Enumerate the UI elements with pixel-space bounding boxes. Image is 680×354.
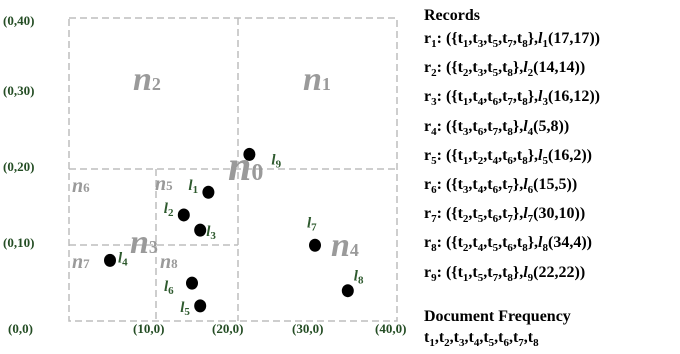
point-l6 — [186, 276, 198, 290]
axis-label-y30: (0,30) — [3, 83, 34, 98]
axis-label-x10: (10,0) — [133, 321, 164, 336]
point-label-l5: l5 — [180, 300, 190, 318]
axis-label-y40: (0,40) — [3, 13, 34, 28]
axis-label-x40: (40,0) — [375, 321, 406, 336]
document-frequency-terms: t1,t2,t3,t4,t5,t6,t7,t8 — [424, 328, 539, 349]
point-label-l9: l9 — [271, 152, 281, 170]
point-label-l8: l8 — [354, 269, 364, 287]
points-layer: l1 l2 l3 l4 l5 l6 l7 l8 l9 — [104, 147, 364, 318]
node-label-n2: n2 — [133, 61, 161, 98]
node-label-n4: n4 — [331, 227, 359, 264]
point-l9 — [243, 147, 256, 161]
node-label-n6: n6 — [72, 175, 90, 197]
region-n0-boundary — [68, 17, 398, 322]
point-label-l6: l6 — [164, 279, 174, 297]
point-label-l4: l4 — [118, 250, 128, 268]
record-r7: r7: ({t2,t5,t6,t7},l7(30,10)) — [424, 205, 586, 226]
axis-label-x30: (30,0) — [292, 321, 323, 336]
record-r3: r3: ({t1,t4,t6,t7,t8},l3(16,12)) — [424, 88, 600, 109]
records-panel: Records r1: ({t1,t3,t5,t7,t8},l1(17,17))… — [424, 6, 676, 354]
record-r9: r9: ({t1,t5,t7,t8},l9(22,22)) — [424, 263, 586, 284]
point-l4 — [104, 253, 116, 267]
quadtree-diagram: (0,40) (0,30) (0,20) (0,10) (0,0) (10,0)… — [3, 13, 406, 336]
record-r5: r5: ({t1,t2,t4,t6,t8},l5(16,2)) — [424, 146, 592, 167]
axis-label-origin: (0,0) — [8, 321, 33, 336]
records-title: Records — [424, 7, 480, 24]
point-l8 — [341, 284, 354, 298]
record-r6: r6: ({t3,t4,t6,t7},l6(15,5)) — [424, 175, 578, 197]
axis-label-x20: (20,0) — [212, 321, 243, 336]
node-label-n3: n3 — [130, 224, 158, 261]
partition-grid — [68, 17, 398, 322]
point-l7 — [309, 238, 321, 252]
point-l2 — [177, 208, 190, 222]
axis-label-y10: (0,10) — [3, 235, 34, 250]
records-list: r1: ({t1,t3,t5,t7,t8},l1(17,17)) r2: ({t2… — [424, 27, 676, 290]
document-frequency-title: Document Frequency — [424, 307, 571, 325]
point-label-l2: l2 — [164, 201, 174, 219]
record-r8: r8: ({t2,t4,t5,t6,t8},l8(34,4)) — [424, 234, 592, 255]
axis-label-y20: (0,20) — [3, 159, 34, 174]
node-label-n7: n7 — [72, 251, 90, 273]
node-label-n5: n5 — [155, 173, 173, 195]
node-label-n1: n1 — [303, 61, 331, 98]
record-r1: r1: ({t1,t3,t5,t7,t8},l1(17,17)) — [424, 30, 600, 51]
node-label-n8: n8 — [160, 251, 178, 273]
record-r2: r2: ({t2,t3,t5,t8},l2(14,14)) — [424, 59, 586, 80]
point-label-l1: l1 — [188, 178, 198, 196]
point-l1 — [202, 185, 215, 199]
point-l3 — [194, 223, 207, 237]
record-r4: r4: ({t3,t6,t7,t8},l4(5,8)) — [424, 117, 570, 138]
point-label-l3: l3 — [206, 224, 216, 242]
point-l5 — [194, 299, 207, 313]
point-label-l7: l7 — [307, 215, 317, 233]
